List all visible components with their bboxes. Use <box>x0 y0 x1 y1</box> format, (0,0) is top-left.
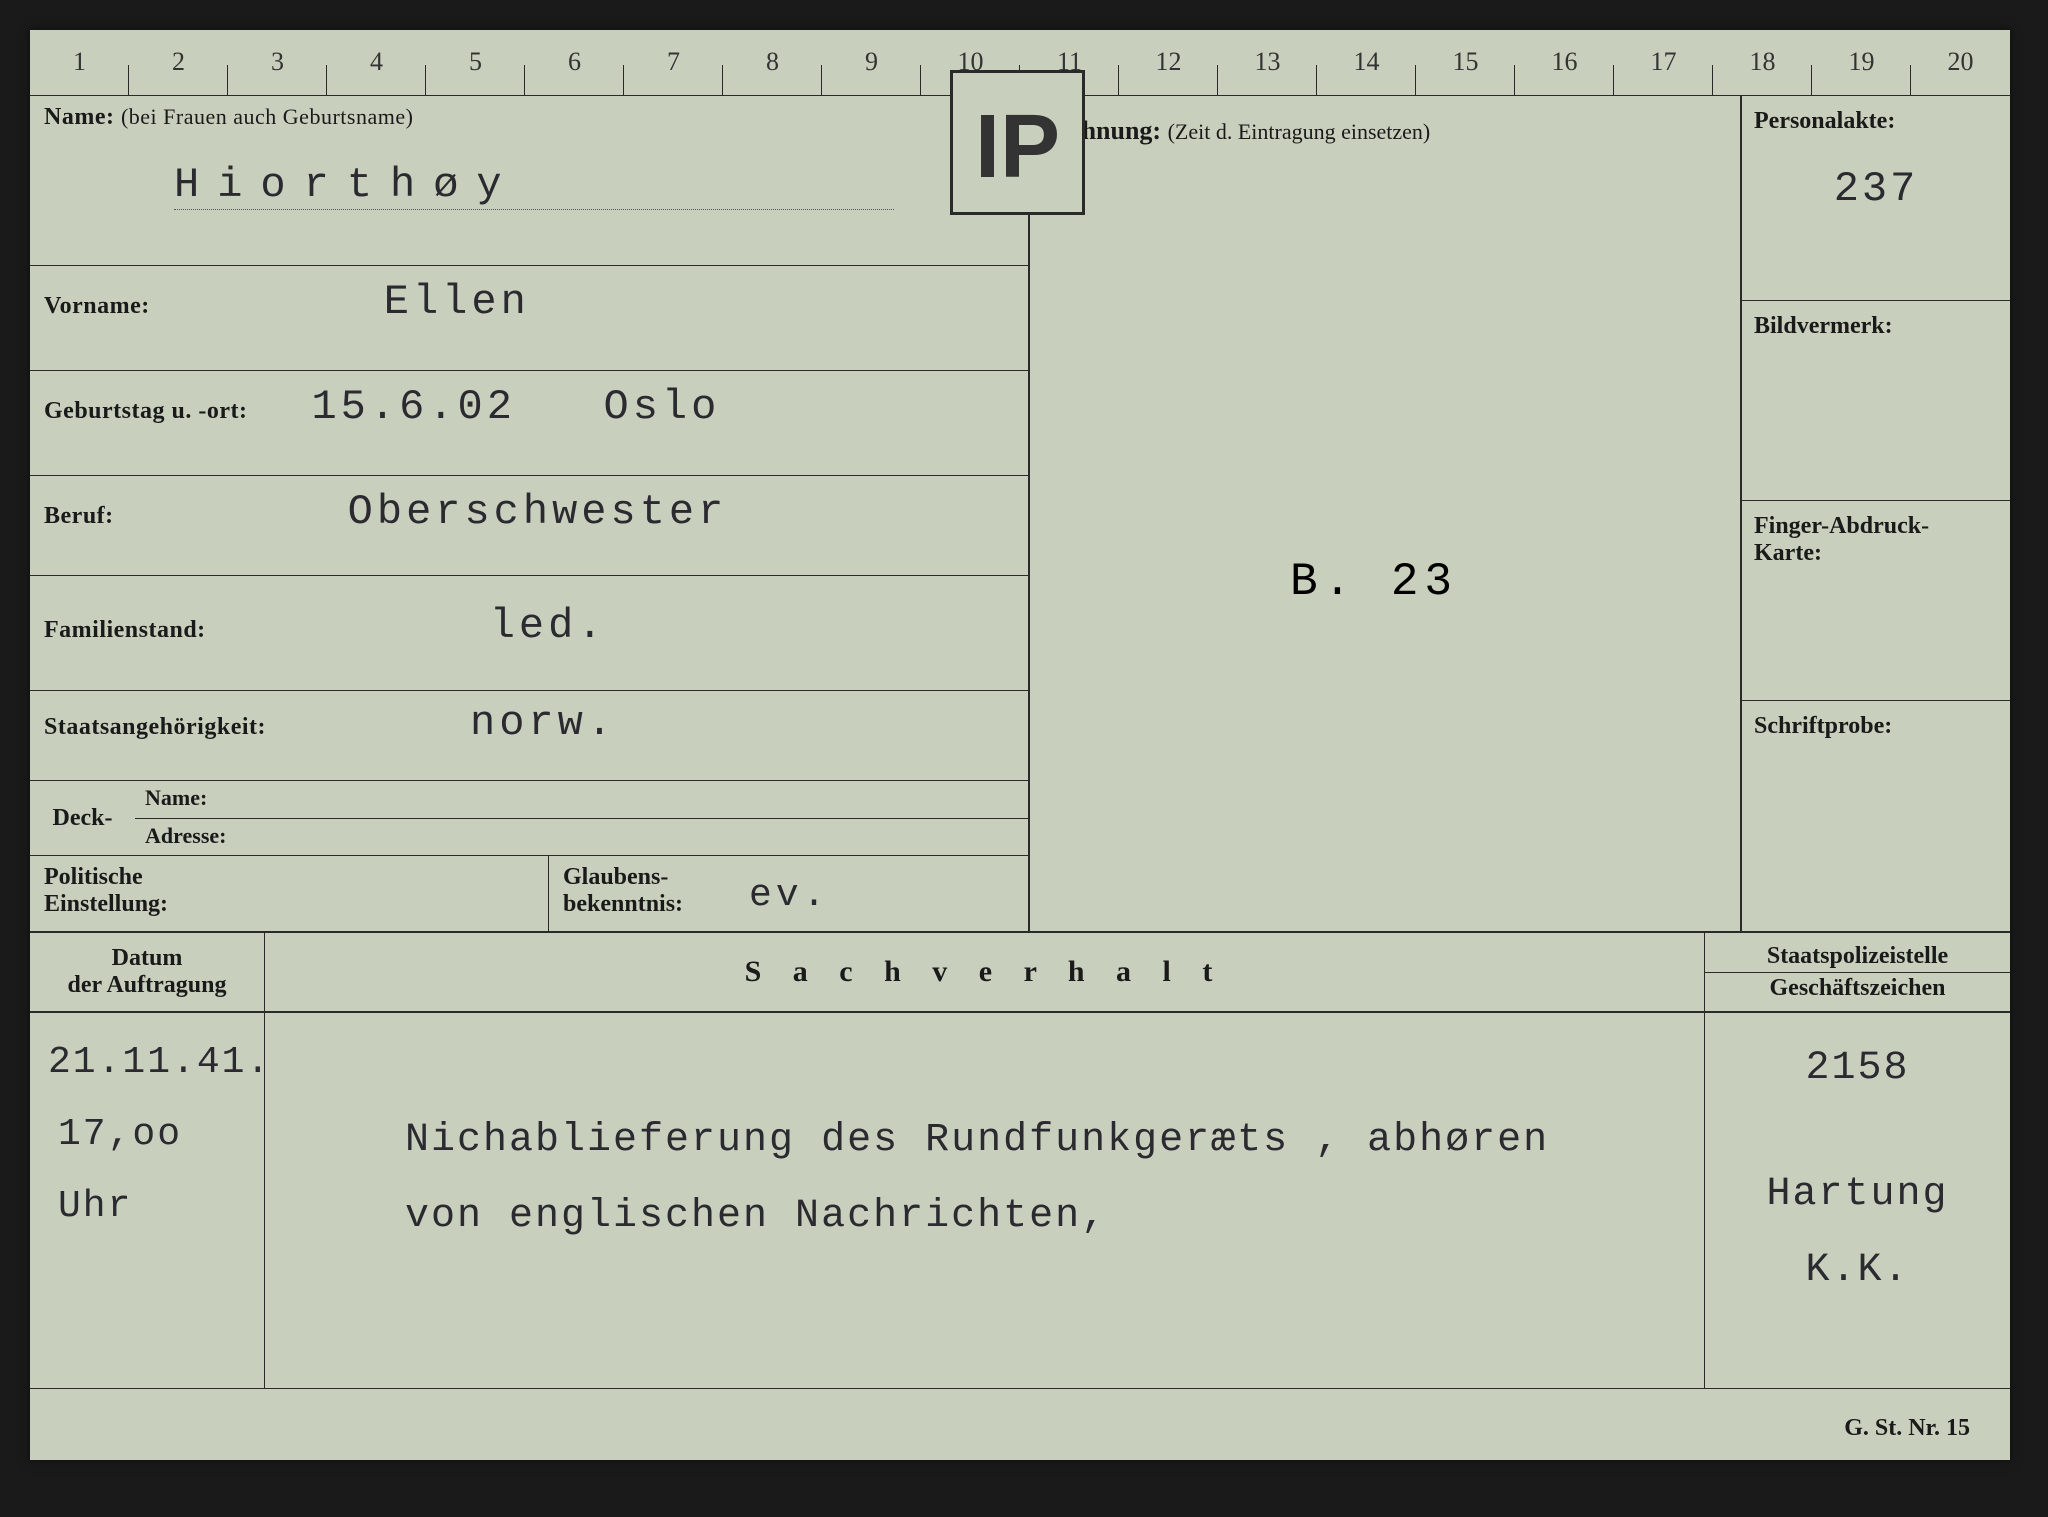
name-hint: (bei Frauen auch Geburtsname) <box>121 104 413 129</box>
ruler-tick: 8 <box>723 47 822 95</box>
form-number: G. St. Nr. 15 <box>1844 1415 1970 1442</box>
personalakte-value: 237 <box>1754 165 1998 213</box>
reference-cell: 2158 Hartung K.K. <box>1705 1013 2010 1388</box>
staatspolizei-label: Staatspolizeistelle <box>1705 943 2010 973</box>
ruler-tick: 18 <box>1713 47 1812 95</box>
datum-header: Datum der Auftragung <box>30 933 265 1011</box>
ruler-tick: 20 <box>1911 47 2010 95</box>
main-grid: Name: (bei Frauen auch Geburtsname) Hior… <box>30 96 2010 933</box>
polizei-header: Staatspolizeistelle Geschäftszeichen <box>1705 933 2010 1011</box>
index-card: 1 2 3 4 5 6 7 8 9 10 11 12 13 14 15 16 1… <box>30 30 2010 1460</box>
familienstand-field: Familienstand: led. <box>30 576 1028 691</box>
left-column: Name: (bei Frauen auch Geburtsname) Hior… <box>30 96 1030 931</box>
ruler-tick: 1 <box>30 47 129 95</box>
deck-name-label: Name: <box>135 781 1028 819</box>
datum-value-1: 21.11.41. <box>48 1027 246 1099</box>
right-column: Personalakte: 237 Bildvermerk: Finger-Ab… <box>1742 96 2010 931</box>
fingerabdruck-label-1: Finger-Abdruck- <box>1754 513 1998 540</box>
politische-label-2: Einstellung: <box>44 891 534 918</box>
staat-value: norw. <box>470 699 616 747</box>
glaubens-cell: Glaubens- bekenntnis: ev. <box>549 856 843 931</box>
bildvermerk-cell: Bildvermerk: <box>1742 301 2010 501</box>
ref-rank: K.K. <box>1723 1233 1992 1309</box>
politische-row: Politische Einstellung: Glaubens- bekenn… <box>30 856 1028 931</box>
fingerabdruck-label-2: Karte: <box>1754 540 1998 567</box>
personalakte-cell: Personalakte: 237 <box>1742 96 2010 301</box>
ruler-tick: 13 <box>1218 47 1317 95</box>
beruf-value: Oberschwester <box>348 488 728 536</box>
staat-label: Staatsangehörigkeit: <box>44 714 266 740</box>
glaubens-label-2: bekenntnis: <box>563 891 683 918</box>
sachverhalt-text-2: von englischen Nachrichten, <box>405 1179 1686 1255</box>
ruler-tick: 15 <box>1416 47 1515 95</box>
ref-name: Hartung <box>1723 1157 1992 1233</box>
name-field: Name: (bei Frauen auch Geburtsname) Hior… <box>30 96 1028 266</box>
ruler-tick: 3 <box>228 47 327 95</box>
sachverhalt-title: S a c h v e r h a l t <box>265 933 1705 1011</box>
deck-label: Deck- <box>30 781 135 855</box>
beruf-field: Beruf: Oberschwester <box>30 476 1028 576</box>
vorname-field: Vorname: Ellen <box>30 266 1028 371</box>
schriftprobe-cell: Schriftprobe: <box>1742 701 2010 931</box>
ruler-tick: 19 <box>1812 47 1911 95</box>
staat-field: Staatsangehörigkeit: norw. <box>30 691 1028 781</box>
ref-number: 2158 <box>1723 1031 1992 1107</box>
name-value: Hiorthøy <box>174 161 520 209</box>
ip-stamp-text: IP <box>975 96 1060 199</box>
ruler-tick: 7 <box>624 47 723 95</box>
ruler-tick: 5 <box>426 47 525 95</box>
sachverhalt-header: Datum der Auftragung S a c h v e r h a l… <box>30 933 2010 1013</box>
ruler-tick: 6 <box>525 47 624 95</box>
datum-cell: 21.11.41. 17,oo Uhr <box>30 1013 265 1388</box>
geschaeftszeichen-label: Geschäftszeichen <box>1770 975 1946 1002</box>
wohnung-hint: (Zeit d. Eintragung einsetzen) <box>1168 119 1431 144</box>
name-label: Name: (bei Frauen auch Geburtsname) <box>44 104 413 130</box>
geburtstag-value: 15.6.02 Oslo <box>311 383 720 431</box>
politische-label-1: Politische <box>44 864 534 891</box>
page-background: 1 2 3 4 5 6 7 8 9 10 11 12 13 14 15 16 1… <box>0 0 2048 1517</box>
ruler-tick: 12 <box>1119 47 1218 95</box>
ruler-tick: 4 <box>327 47 426 95</box>
sachverhalt-body: 21.11.41. 17,oo Uhr Nichablieferung des … <box>30 1013 2010 1389</box>
personalakte-label: Personalakte: <box>1754 108 1895 134</box>
ruler-tick: 17 <box>1614 47 1713 95</box>
familienstand-label: Familienstand: <box>44 617 206 643</box>
deck-field: Deck- Name: Adresse: <box>30 781 1028 856</box>
vorname-value: Ellen <box>384 278 530 326</box>
bildvermerk-label: Bildvermerk: <box>1754 313 1893 339</box>
geburtstag-label: Geburtstag u. -ort: <box>44 398 247 424</box>
fingerabdruck-cell: Finger-Abdruck- Karte: <box>1742 501 2010 701</box>
deck-adresse-label: Adresse: <box>135 819 1028 856</box>
sachverhalt-text-cell: Nichablieferung des Rundfunkgeræts , abh… <box>265 1013 1705 1388</box>
vorname-label: Vorname: <box>44 293 150 319</box>
beruf-label: Beruf: <box>44 503 114 529</box>
geburtstag-field: Geburtstag u. -ort: 15.6.02 Oslo <box>30 371 1028 476</box>
ruler-tick: 9 <box>822 47 921 95</box>
ip-stamp: IP <box>950 70 1085 215</box>
wohnung-column: Wohnung: (Zeit d. Eintragung einsetzen) … <box>1030 96 1742 931</box>
ruler-tick: 16 <box>1515 47 1614 95</box>
schriftprobe-label: Schriftprobe: <box>1754 713 1892 739</box>
familienstand-value: led. <box>490 602 607 650</box>
name-value-line: Hiorthøy <box>174 161 894 210</box>
wohnung-value: B. 23 <box>1290 556 1458 608</box>
wohnung-label: Wohnung: (Zeit d. Eintragung einsetzen) <box>1030 96 1740 166</box>
glaubens-label-1: Glaubens- <box>563 864 683 891</box>
ruler-tick: 2 <box>129 47 228 95</box>
ruler-tick: 14 <box>1317 47 1416 95</box>
politische-cell: Politische Einstellung: <box>30 856 549 931</box>
datum-value-2: 17,oo Uhr <box>58 1099 246 1243</box>
sachverhalt-text-1: Nichablieferung des Rundfunkgeræts , abh… <box>405 1103 1686 1179</box>
glaubens-value: ev. <box>749 874 829 917</box>
